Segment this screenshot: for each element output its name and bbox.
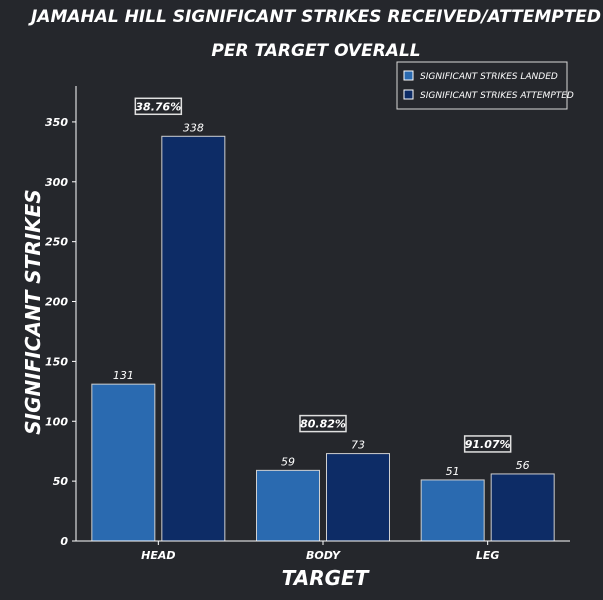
percent-box bbox=[134, 97, 183, 116]
x-tick-label: Leg bbox=[476, 549, 500, 562]
bar-attempted bbox=[490, 473, 555, 542]
percent-label: 38.76% bbox=[135, 100, 181, 113]
bar-attempted bbox=[161, 135, 226, 542]
data-label: 73 bbox=[351, 439, 365, 452]
data-label: 51 bbox=[446, 465, 460, 478]
bar-landed bbox=[256, 469, 320, 542]
x-axis-title: Target bbox=[282, 566, 370, 590]
bar-landed bbox=[420, 479, 485, 542]
y-tick-label: 300 bbox=[45, 176, 68, 189]
x-tick-label: Head bbox=[141, 549, 175, 562]
x-tick-label: Body bbox=[306, 549, 341, 562]
data-label: 56 bbox=[516, 459, 530, 472]
y-tick-label: 100 bbox=[45, 415, 68, 428]
y-tick-label: 200 bbox=[45, 296, 68, 309]
data-label: 338 bbox=[183, 121, 204, 134]
percent-box bbox=[299, 414, 347, 433]
y-tick-label: 50 bbox=[53, 475, 69, 488]
y-tick-label: 150 bbox=[45, 355, 68, 368]
legend-swatch-attempted bbox=[403, 89, 414, 100]
y-tick-label: 0 bbox=[60, 535, 68, 548]
legend-label-landed: Significant Strikes Landed bbox=[420, 72, 558, 82]
data-label: 59 bbox=[281, 455, 295, 468]
chart-subtitle: per Target Overall bbox=[211, 41, 420, 61]
percent-box bbox=[463, 435, 512, 453]
legend-label-attempted: Significant Strikes Attempted bbox=[420, 91, 574, 101]
chart-title: Jamahal Hill Significant Strikes Receive… bbox=[28, 7, 601, 27]
percent-label: 91.07% bbox=[465, 438, 511, 451]
y-tick-label: 350 bbox=[45, 116, 68, 129]
legend-box bbox=[396, 61, 568, 110]
y-axis-title: Significant Strikes bbox=[21, 189, 45, 435]
bar-attempted bbox=[326, 453, 390, 542]
percent-label: 80.82% bbox=[300, 418, 346, 431]
data-label: 131 bbox=[113, 369, 134, 382]
legend: Significant Strikes Landed Significant S… bbox=[396, 61, 574, 110]
legend-swatch-landed bbox=[403, 70, 414, 81]
bar-landed bbox=[91, 383, 156, 542]
y-tick-label: 250 bbox=[45, 236, 68, 249]
